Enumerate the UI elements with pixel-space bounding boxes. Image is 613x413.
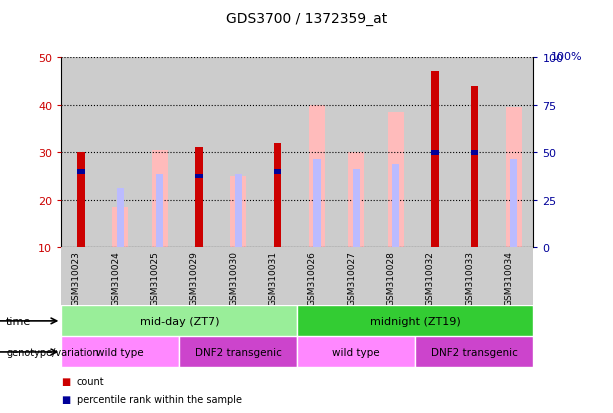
Text: ■: ■ [61, 394, 70, 404]
Bar [337, 248, 376, 306]
Text: GSM310031: GSM310031 [268, 251, 278, 306]
Text: wild type: wild type [96, 347, 144, 357]
Bar [61, 248, 101, 306]
Text: midnight (ZT19): midnight (ZT19) [370, 316, 461, 326]
Bar [274, 169, 281, 174]
Bar [219, 58, 258, 248]
Bar [274, 143, 281, 248]
Bar [140, 248, 180, 306]
Text: percentile rank within the sample: percentile rank within the sample [77, 394, 242, 404]
Bar [337, 58, 376, 248]
Text: GSM310025: GSM310025 [151, 251, 159, 306]
Bar [455, 248, 494, 306]
Bar [392, 165, 399, 248]
Bar [77, 169, 85, 174]
Text: wild type: wild type [332, 347, 380, 357]
Bar [152, 150, 167, 248]
Bar [61, 306, 297, 337]
Bar [179, 337, 297, 368]
Text: mid-day (ZT7): mid-day (ZT7) [140, 316, 219, 326]
Bar [235, 174, 242, 248]
Bar [297, 337, 416, 368]
Bar [352, 169, 360, 248]
Bar [258, 248, 297, 306]
Text: GSM310034: GSM310034 [504, 251, 514, 306]
Bar [313, 160, 321, 248]
Bar [116, 188, 124, 248]
Text: count: count [77, 376, 104, 386]
Bar [179, 248, 219, 306]
Text: GSM310023: GSM310023 [72, 251, 81, 306]
Bar [416, 58, 455, 248]
Text: GSM310026: GSM310026 [308, 251, 317, 306]
Text: GSM310024: GSM310024 [112, 251, 120, 305]
Text: GSM310033: GSM310033 [465, 251, 474, 306]
Bar [376, 58, 416, 248]
Y-axis label: 100%: 100% [550, 52, 582, 62]
Bar [506, 108, 522, 248]
Text: GSM310028: GSM310028 [387, 251, 395, 306]
Bar [61, 337, 179, 368]
Text: time: time [6, 316, 31, 326]
Bar [101, 248, 140, 306]
Bar [455, 58, 494, 248]
Bar [432, 72, 438, 248]
Bar [494, 248, 533, 306]
Bar [61, 58, 101, 248]
Bar [297, 58, 337, 248]
Text: GSM310029: GSM310029 [190, 251, 199, 306]
Bar [432, 150, 438, 155]
Text: GDS3700 / 1372359_at: GDS3700 / 1372359_at [226, 12, 387, 26]
Bar [510, 160, 517, 248]
Bar [494, 58, 533, 248]
Text: genotype/variation: genotype/variation [6, 347, 99, 357]
Bar [112, 207, 128, 248]
Text: DNF2 transgenic: DNF2 transgenic [195, 347, 282, 357]
Bar [156, 174, 163, 248]
Bar [416, 337, 533, 368]
Bar [77, 153, 85, 248]
Text: ■: ■ [61, 376, 70, 386]
Bar [297, 248, 337, 306]
Bar [471, 86, 478, 248]
Text: GSM310030: GSM310030 [229, 251, 238, 306]
Bar [376, 248, 416, 306]
Bar [309, 105, 325, 248]
Bar [219, 248, 258, 306]
Bar [388, 112, 403, 248]
Bar [196, 174, 202, 179]
Text: DNF2 transgenic: DNF2 transgenic [431, 347, 518, 357]
Bar [348, 153, 364, 248]
Bar [140, 58, 180, 248]
Bar [297, 306, 533, 337]
Bar [196, 148, 202, 248]
Bar [471, 150, 478, 155]
Bar [101, 58, 140, 248]
Bar [258, 58, 297, 248]
Text: GSM310027: GSM310027 [348, 251, 356, 306]
Text: GSM310032: GSM310032 [426, 251, 435, 306]
Bar [179, 58, 219, 248]
Bar [230, 177, 246, 248]
Bar [416, 248, 455, 306]
